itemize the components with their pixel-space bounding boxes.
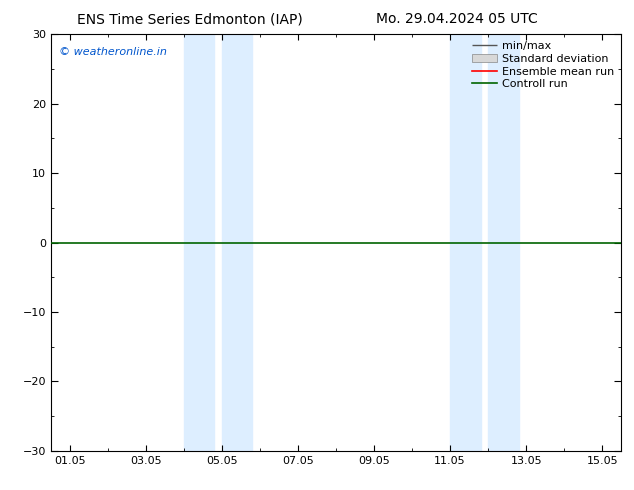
Bar (488, 34, 519, 451)
Legend: min/max, Standard deviation, Ensemble mean run, Controll run: min/max, Standard deviation, Ensemble me… (469, 38, 618, 93)
Text: © weatheronline.in: © weatheronline.in (59, 47, 167, 57)
Text: Mo. 29.04.2024 05 UTC: Mo. 29.04.2024 05 UTC (375, 12, 538, 26)
Text: ENS Time Series Edmonton (IAP): ENS Time Series Edmonton (IAP) (77, 12, 303, 26)
Bar (222, 34, 252, 451)
Bar (184, 34, 214, 451)
Bar (450, 34, 481, 451)
